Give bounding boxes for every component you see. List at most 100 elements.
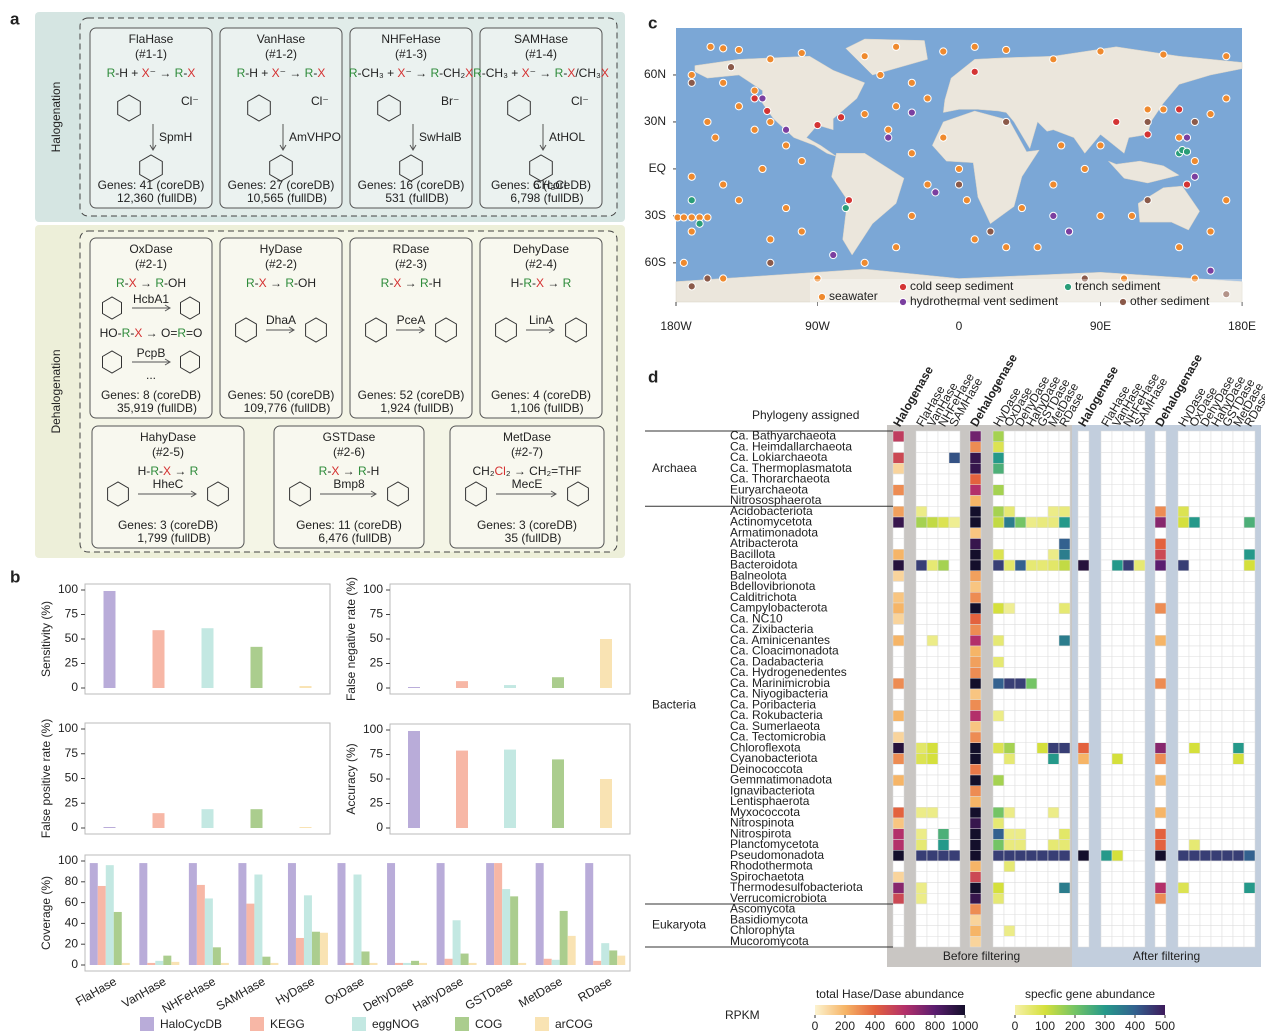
gene-count-full: 6,798 (fullDB) — [510, 191, 583, 205]
empty-cell — [916, 721, 927, 732]
empty-cell — [1189, 625, 1200, 636]
empty-cell — [1211, 474, 1222, 485]
bar — [600, 639, 612, 688]
empty-cell — [1004, 700, 1015, 711]
empty-cell — [1112, 840, 1123, 851]
empty-cell — [1026, 689, 1037, 700]
empty-cell — [1233, 711, 1244, 722]
empty-cell — [1200, 893, 1211, 904]
heat-cell — [893, 711, 904, 722]
empty-cell — [1112, 689, 1123, 700]
empty-cell — [1101, 496, 1112, 507]
heatmap-title: Phylogeny assigned — [752, 408, 859, 422]
empty-cell — [1037, 883, 1048, 894]
empty-cell — [1037, 786, 1048, 797]
empty-cell — [949, 678, 960, 689]
empty-cell — [1244, 775, 1255, 786]
sample-point — [861, 259, 868, 266]
empty-cell — [1244, 829, 1255, 840]
empty-cell — [1112, 775, 1123, 786]
empty-cell — [1244, 754, 1255, 765]
enzyme: SwHalB — [419, 130, 462, 144]
heat-cell — [993, 850, 1004, 861]
sample-point — [924, 181, 931, 188]
sample-point — [688, 214, 695, 221]
empty-cell — [1178, 474, 1189, 485]
heat-cell — [1026, 678, 1037, 689]
sample-point — [1128, 212, 1135, 219]
empty-cell — [893, 786, 904, 797]
gene-count: Genes: 3 (coreDB) — [118, 518, 218, 532]
empty-cell — [1004, 775, 1015, 786]
empty-cell — [1026, 668, 1037, 679]
heat-cell — [916, 893, 927, 904]
empty-cell — [1112, 603, 1123, 614]
colorbar-tick-label: 300 — [1095, 1019, 1115, 1033]
empty-cell — [1112, 926, 1123, 937]
empty-cell — [1078, 474, 1089, 485]
empty-cell — [1059, 818, 1070, 829]
heat-cell — [916, 743, 927, 754]
empty-cell — [949, 807, 960, 818]
empty-cell — [1101, 431, 1112, 442]
empty-cell — [1004, 646, 1015, 657]
empty-cell — [1244, 442, 1255, 453]
empty-cell — [1222, 829, 1233, 840]
empty-cell — [1015, 743, 1026, 754]
y-tick-label: 25 — [370, 796, 384, 810]
heat-cell — [1059, 883, 1070, 894]
sample-point — [1003, 118, 1010, 125]
empty-cell — [1112, 571, 1123, 582]
empty-cell — [1200, 431, 1211, 442]
x-tick-label: 90E — [1090, 319, 1111, 333]
empty-cell — [1211, 528, 1222, 539]
y-tick-label: 75 — [65, 607, 79, 621]
bar — [221, 963, 229, 965]
colorbar-tick-label: 400 — [1125, 1019, 1145, 1033]
empty-cell — [938, 689, 949, 700]
heat-cell — [1244, 850, 1255, 861]
empty-cell — [1211, 582, 1222, 593]
bar — [312, 932, 320, 965]
empty-cell — [1189, 646, 1200, 657]
y-tick-label: 25 — [370, 656, 384, 670]
empty-cell — [1244, 818, 1255, 829]
empty-cell — [1233, 463, 1244, 474]
empty-cell — [1048, 732, 1059, 743]
x-tick-label: 180E — [1228, 319, 1256, 333]
empty-cell — [1015, 463, 1026, 474]
empty-cell — [1112, 592, 1123, 603]
sample-point — [885, 126, 892, 133]
empty-cell — [1222, 754, 1233, 765]
reaction-part: R — [150, 464, 159, 478]
reaction-part: HO- — [100, 326, 122, 340]
empty-cell — [1078, 904, 1089, 915]
empty-cell — [1004, 689, 1015, 700]
empty-cell — [1037, 646, 1048, 657]
empty-cell — [1233, 904, 1244, 915]
empty-cell — [938, 818, 949, 829]
empty-cell — [1123, 506, 1134, 517]
y-tick-label: 30N — [644, 114, 666, 128]
empty-cell — [1004, 485, 1015, 496]
heat-cell — [1244, 560, 1255, 571]
empty-cell — [1178, 442, 1189, 453]
empty-cell — [1026, 539, 1037, 550]
ion: Cl⁻ — [311, 94, 329, 108]
empty-cell — [1037, 893, 1048, 904]
bar — [568, 936, 576, 965]
empty-cell — [1233, 582, 1244, 593]
heat-cell — [993, 893, 1004, 904]
empty-cell — [1233, 625, 1244, 636]
heat-cell — [1026, 850, 1037, 861]
bar — [456, 681, 468, 688]
empty-cell — [949, 872, 960, 883]
empty-cell — [1123, 926, 1134, 937]
empty-cell — [949, 646, 960, 657]
heat-cell — [1059, 539, 1070, 550]
empty-cell — [993, 539, 1004, 550]
empty-cell — [927, 496, 938, 507]
sample-point — [1081, 165, 1088, 172]
empty-cell — [1178, 689, 1189, 700]
sample-point — [751, 126, 758, 133]
